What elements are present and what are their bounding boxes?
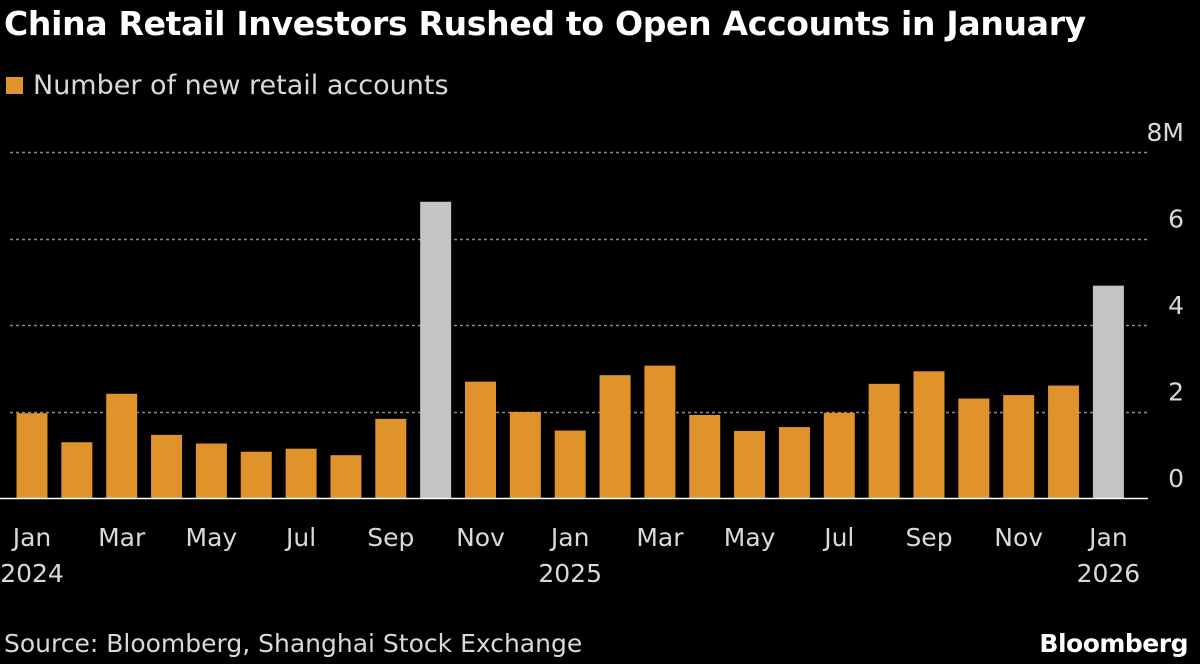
x-tick-label-month: Jan <box>11 523 52 552</box>
x-tick-label-month: Jan <box>1087 523 1128 552</box>
x-tick-label-month: Jan <box>549 523 590 552</box>
legend-label: Number of new retail accounts <box>33 69 449 101</box>
x-tick-label-month: Mar <box>636 523 684 552</box>
y-tick-label-2: 2 <box>1168 378 1184 407</box>
bar-sep-2024 <box>375 418 407 498</box>
x-tick-label-month: Nov <box>456 523 505 552</box>
bloomberg-logo: Bloomberg <box>1039 629 1188 658</box>
bars <box>16 201 1124 499</box>
bar-jul-2024 <box>285 448 317 498</box>
y-tick-label-8: 8M <box>1147 118 1184 147</box>
chart-title: China Retail Investors Rushed to Open Ac… <box>4 4 1086 43</box>
bar-feb-2025 <box>599 375 631 498</box>
x-tick-label-year: 2026 <box>1077 559 1141 588</box>
bar-jun-2024 <box>240 451 272 498</box>
y-tick-label-4: 4 <box>1168 291 1184 320</box>
x-tick-label-month: May <box>724 523 776 552</box>
x-tick-label-year: 2025 <box>538 559 602 588</box>
bar-nov-2025 <box>1003 395 1035 498</box>
y-tick-label-6: 6 <box>1168 205 1184 234</box>
bar-jun-2025 <box>778 427 810 498</box>
x-tick-label-month: Sep <box>905 523 952 552</box>
x-tick-label-year: 2024 <box>0 559 64 588</box>
bar-jan-2024 <box>16 413 48 498</box>
legend: Number of new retail accounts <box>6 68 449 102</box>
bar-nov-2024 <box>465 381 496 498</box>
x-tick-label-month: Jul <box>284 523 316 552</box>
x-tick-label-month: Sep <box>367 523 414 552</box>
x-tick-label-month: Nov <box>994 523 1043 552</box>
x-tick-label-month: Jul <box>822 523 854 552</box>
bar-sep-2025 <box>913 371 945 498</box>
bar-aug-2025 <box>868 383 900 498</box>
bar-dec-2024 <box>509 411 541 498</box>
gridlines <box>10 151 1148 414</box>
bar-dec-2025 <box>1048 385 1080 498</box>
y-tick-label-0: 0 <box>1168 464 1184 493</box>
source-note: Source: Bloomberg, Shanghai Stock Exchan… <box>4 629 583 658</box>
bar-jul-2025 <box>823 412 855 498</box>
bar-apr-2025 <box>689 414 721 498</box>
x-tick-label-month: Mar <box>98 523 146 552</box>
x-axis-labels: Jan 2024 Mar May Jul Sep Nov Jan 2025 Mar May Jul Se… <box>0 523 1140 588</box>
bar-mar-2024 <box>106 393 138 498</box>
bar-oct-2024 <box>420 201 452 499</box>
bar-jan-2026 <box>1092 285 1124 498</box>
bar-mar-2025 <box>644 365 676 498</box>
bar-feb-2024 <box>61 442 93 498</box>
y-axis-labels: 0 2 4 6 8M <box>1147 118 1184 493</box>
bar-jan-2025 <box>554 430 586 498</box>
x-tick-label-month: May <box>186 523 238 552</box>
bar-oct-2025 <box>958 398 990 498</box>
bar-apr-2024 <box>151 434 183 498</box>
legend-swatch <box>6 76 23 94</box>
bar-aug-2024 <box>330 455 362 498</box>
bar-may-2025 <box>734 430 766 498</box>
bar-may-2024 <box>195 443 227 498</box>
